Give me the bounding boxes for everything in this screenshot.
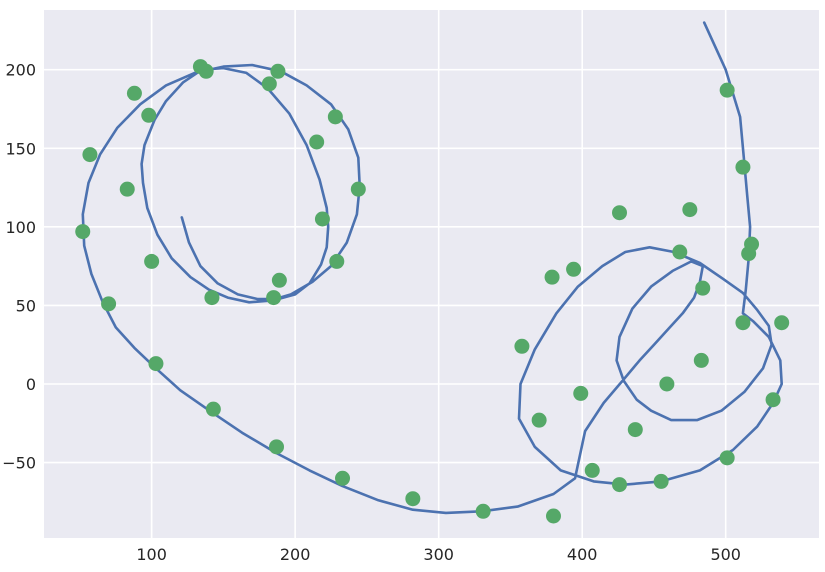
data-point xyxy=(765,392,781,408)
y-tick-label: 200 xyxy=(5,61,36,80)
data-point xyxy=(741,246,757,262)
x-axis-tick-labels: 100 200 300 400 500 xyxy=(136,545,741,564)
data-point xyxy=(545,508,561,524)
data-point xyxy=(612,477,628,493)
data-point xyxy=(126,85,142,101)
data-point xyxy=(82,147,98,163)
plot-background xyxy=(44,10,819,538)
grid-lines xyxy=(44,10,819,538)
data-point xyxy=(266,290,282,306)
data-point xyxy=(309,134,325,150)
data-point xyxy=(693,352,709,368)
data-point xyxy=(672,244,688,260)
data-point xyxy=(314,211,330,227)
data-point xyxy=(329,253,345,269)
data-point xyxy=(270,63,286,79)
data-point xyxy=(735,315,751,331)
data-point xyxy=(475,503,491,519)
data-point xyxy=(101,296,117,312)
data-point xyxy=(198,63,214,79)
x-tick-label: 100 xyxy=(136,545,167,564)
y-tick-label: −50 xyxy=(2,454,36,473)
y-axis-tick-labels: −50 0 50 100 150 200 xyxy=(2,61,36,473)
x-tick-label: 300 xyxy=(423,545,454,564)
data-point xyxy=(612,205,628,221)
y-tick-label: 0 xyxy=(26,375,36,394)
series-line-layer xyxy=(81,21,783,515)
data-point xyxy=(627,422,643,438)
data-point xyxy=(544,269,560,285)
data-point xyxy=(261,76,277,92)
x-tick-label: 500 xyxy=(710,545,741,564)
data-point xyxy=(205,401,221,417)
data-point xyxy=(659,376,675,392)
data-point xyxy=(514,338,530,354)
data-points-layer xyxy=(75,59,790,524)
series-line xyxy=(81,21,783,515)
data-point xyxy=(350,181,366,197)
y-tick-label: 100 xyxy=(5,218,36,237)
data-point xyxy=(695,280,711,296)
x-tick-label: 200 xyxy=(280,545,311,564)
data-point xyxy=(204,290,220,306)
data-point xyxy=(141,107,157,123)
data-point xyxy=(719,450,735,466)
data-point xyxy=(269,439,284,455)
y-tick-label: 150 xyxy=(5,139,36,158)
y-tick-label: 50 xyxy=(16,296,36,315)
data-point xyxy=(148,356,164,372)
data-point xyxy=(573,385,589,401)
data-point xyxy=(774,315,790,331)
data-point xyxy=(584,462,600,478)
data-point xyxy=(531,412,547,428)
x-tick-label: 400 xyxy=(567,545,598,564)
data-point xyxy=(327,109,343,125)
data-point xyxy=(735,159,751,175)
data-point xyxy=(719,82,735,98)
data-point xyxy=(75,224,91,240)
data-point xyxy=(682,202,698,218)
data-point xyxy=(271,272,287,288)
data-point xyxy=(405,491,421,507)
data-point xyxy=(566,261,582,277)
data-point xyxy=(335,470,351,486)
data-point xyxy=(144,253,160,269)
data-point xyxy=(653,473,669,489)
data-point xyxy=(119,181,135,197)
